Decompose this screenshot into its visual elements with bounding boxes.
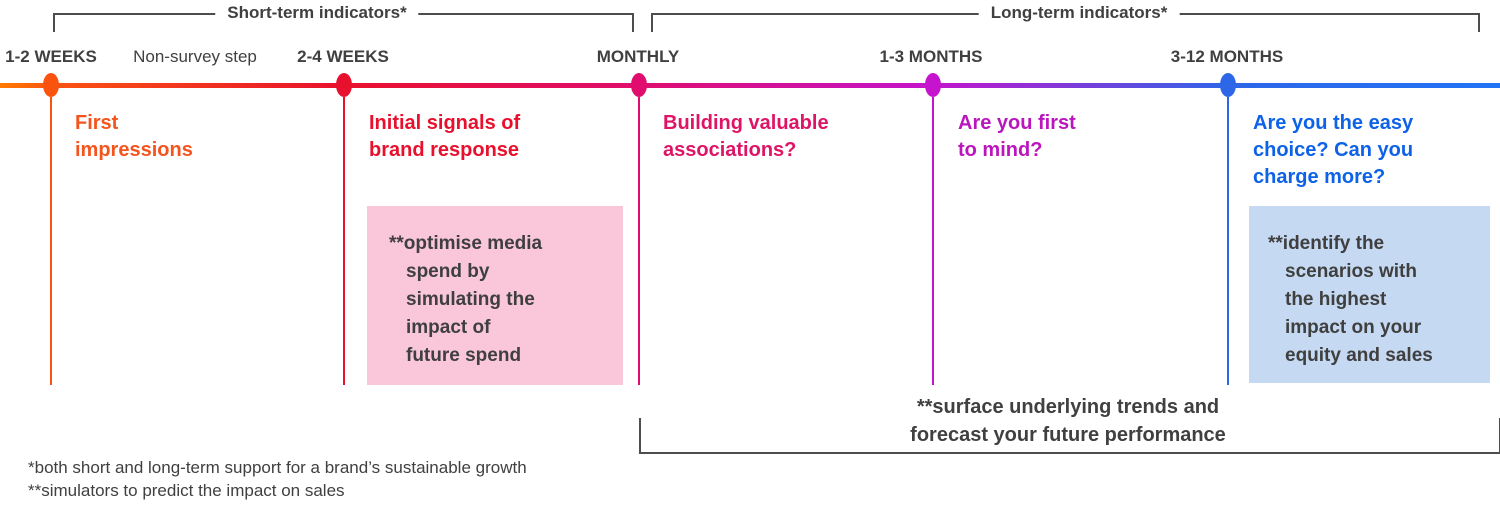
callout-line: the highest — [1285, 289, 1387, 310]
title-first-to-mind: Are you first to mind? — [958, 112, 1076, 161]
title-initial-signals: Initial signals of brand response — [369, 112, 521, 161]
drop-line-1-2-weeks — [50, 97, 52, 385]
title-building-valuable: Building valuable associations? — [663, 112, 829, 161]
callout-line: simulating the — [406, 289, 535, 310]
callout-line: future spend — [406, 345, 522, 366]
callout-line: spend by — [406, 261, 490, 282]
callout-line: impact on your — [1285, 317, 1422, 338]
footnote-2: **simulators to predict the impact on sa… — [28, 481, 345, 500]
time-label-2-4-weeks: 2-4 WEEKS — [297, 47, 389, 66]
timeline-gradient-line — [0, 83, 1500, 88]
drop-line-1-3-months — [932, 97, 934, 385]
time-label-1-3-months: 1-3 MONTHS — [879, 47, 983, 66]
timeline-dot-2-4-weeks — [336, 73, 352, 97]
drop-line-2-4-weeks — [343, 97, 345, 385]
callout-line: **identify the — [1268, 233, 1385, 254]
timeline-dot-1-3-months — [925, 73, 941, 97]
time-label-3-12-months: 3-12 MONTHS — [1170, 47, 1284, 66]
long-term-indicators-label: Long-term indicators* — [978, 3, 1180, 23]
long-term-bottom-bracket — [639, 418, 1500, 454]
callout-line: **optimise media — [389, 233, 543, 254]
timeline-dot-1-2-weeks — [43, 73, 59, 97]
footnote-1: *both short and long-term support for a … — [28, 458, 527, 477]
callout-line: scenarios with — [1285, 261, 1417, 282]
footnotes: *both short and long-term support for a … — [28, 456, 527, 502]
time-label-monthly: MONTHLY — [596, 47, 680, 66]
surface-trends-label: **surface underlying trends and forecast… — [639, 393, 1497, 449]
short-term-indicators-label: Short-term indicators* — [215, 3, 419, 23]
callout-optimise-media-spend: **optimise media spend by simulating the… — [367, 206, 623, 385]
time-label-1-2-weeks: 1-2 WEEKS — [5, 47, 97, 66]
callout-line: equity and sales — [1285, 345, 1433, 366]
callout-identify-scenarios: **identify the scenarios with the highes… — [1249, 206, 1490, 383]
non-survey-step-label: Non-survey step — [133, 47, 257, 66]
timeline-dot-3-12-months — [1220, 73, 1236, 97]
drop-line-monthly — [638, 97, 640, 385]
surface-trends-line-2: forecast your future performance — [910, 424, 1226, 446]
title-easy-choice: Are you the easy choice? Can you charge … — [1253, 112, 1414, 188]
title-first-impressions: First impressions — [75, 112, 193, 161]
drop-line-3-12-months — [1227, 97, 1229, 385]
surface-trends-line-1: **surface underlying trends and — [916, 396, 1220, 418]
callout-line: impact of — [406, 317, 491, 338]
timeline-dot-monthly — [631, 73, 647, 97]
